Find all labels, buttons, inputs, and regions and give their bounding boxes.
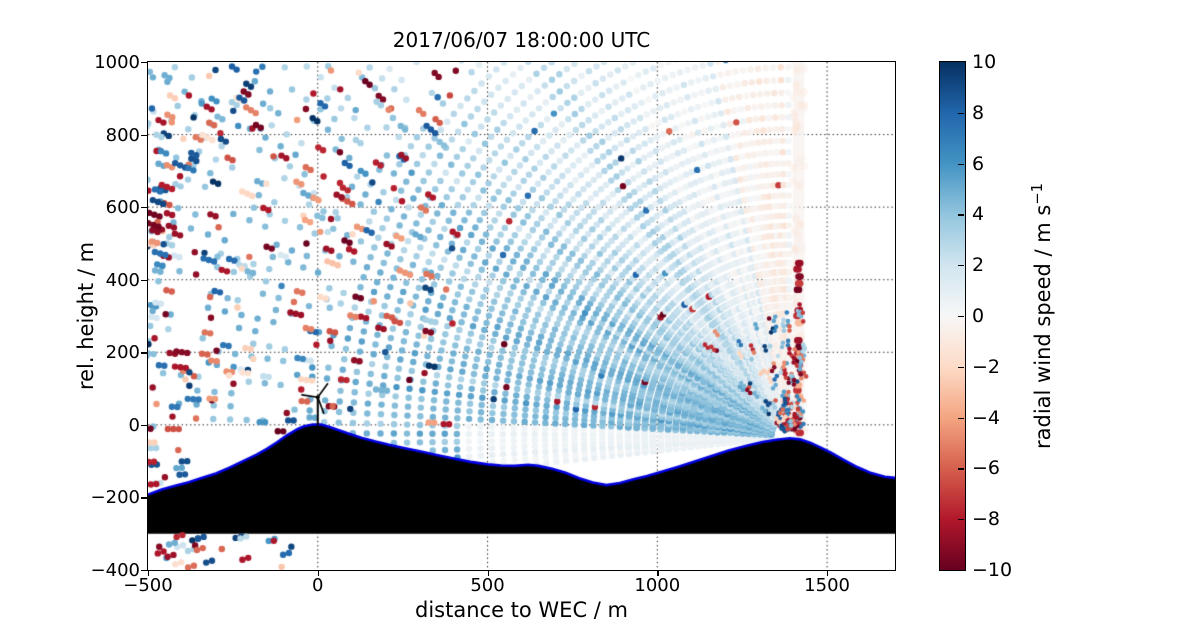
- colorbar-tick-label: 4: [972, 203, 985, 226]
- y-tick-label: −200: [90, 487, 140, 509]
- x-tick-label: −500: [123, 575, 173, 596]
- y-axis-label: rel. height / m: [74, 241, 98, 391]
- colorbar-tick-label: −6: [972, 457, 1001, 480]
- colorbar-tick-label: 0: [972, 305, 985, 327]
- colorbar-gradient: [940, 62, 965, 570]
- y-tick-label: 0: [128, 414, 140, 436]
- y-tick-label: 1000: [94, 52, 140, 73]
- colorbar-label: radial wind speed / m s−1: [1029, 183, 1055, 449]
- y-tick-label: −400: [90, 560, 140, 581]
- colorbar-tick-label: 10: [972, 51, 997, 73]
- colorbar-tick-label: −2: [972, 355, 1001, 378]
- y-tick-label: 400: [105, 269, 140, 291]
- x-tick-label: 0: [312, 575, 324, 596]
- plot-title: 2017/06/07 18:00:00 UTC: [392, 28, 651, 52]
- y-tick-label: 800: [105, 124, 140, 146]
- plot-area: [147, 61, 896, 571]
- x-tick-label: 1500: [804, 575, 850, 596]
- colorbar-tick-label: 2: [972, 254, 985, 277]
- colorbar-tick-label: −4: [972, 406, 1001, 429]
- colorbar-tick-label: 6: [972, 152, 985, 175]
- colorbar: [939, 61, 966, 571]
- scan-scatter-canvas: [148, 62, 895, 570]
- x-tick-label: 1000: [634, 575, 681, 596]
- x-axis-label: distance to WEC / m: [415, 598, 628, 622]
- x-tick-label: 500: [470, 575, 505, 596]
- colorbar-label-exponent: −1: [1029, 183, 1046, 205]
- colorbar-label-text: radial wind speed / m s: [1031, 204, 1055, 449]
- colorbar-tick-label: 8: [972, 101, 985, 124]
- colorbar-tick-label: −8: [972, 508, 1001, 531]
- y-tick-label: 200: [105, 342, 140, 364]
- y-tick-label: 600: [105, 197, 140, 219]
- colorbar-tick-label: −10: [972, 559, 1013, 581]
